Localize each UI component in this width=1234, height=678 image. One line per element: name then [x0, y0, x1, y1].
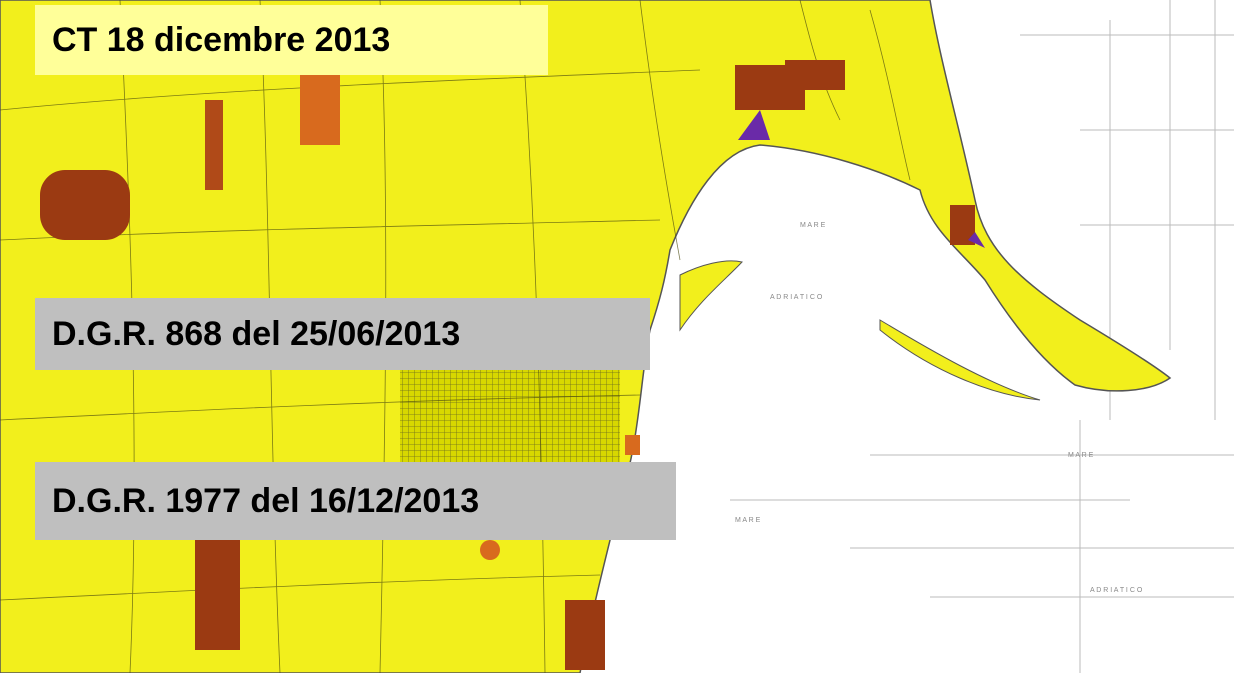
- sea-label: A D R I A T I C O: [1090, 587, 1143, 594]
- sea-label: M A R E: [735, 517, 761, 524]
- sea-label: A D R I A T I C O: [770, 294, 823, 301]
- sea-labels: M A R E A D R I A T I C O M A R E M A R E A …: [735, 222, 1143, 594]
- label-ct: CT 18 dicembre 2013: [52, 21, 390, 59]
- sand-spit: [679, 260, 743, 332]
- sand-bar: [879, 319, 1041, 401]
- label-box: [35, 298, 650, 370]
- urban-areas: [40, 60, 975, 670]
- sea-grid: [730, 0, 1234, 673]
- label-box: [35, 462, 676, 540]
- label-dgr-868: D.G.R. 868 del 25/06/2013: [52, 315, 460, 353]
- label-dgr-1977: D.G.R. 1977 del 16/12/2013: [52, 482, 479, 520]
- hatched-area: [400, 370, 620, 480]
- sea-label: M A R E: [800, 222, 826, 229]
- sea-label: M A R E: [1068, 452, 1094, 459]
- purple-areas: [738, 110, 985, 248]
- label-box: [35, 5, 548, 75]
